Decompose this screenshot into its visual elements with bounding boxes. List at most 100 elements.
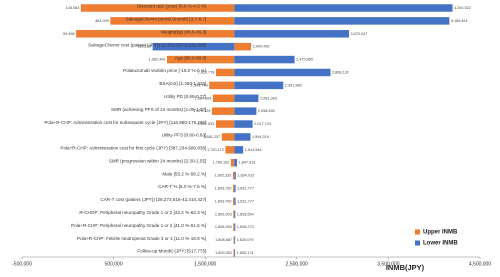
- bar: [225, 146, 235, 154]
- bar: [215, 120, 235, 128]
- x-tick-label: 4,500,000: [469, 261, 491, 267]
- value-label: 1,720,472: [207, 148, 224, 152]
- x-axis-title: INMB(JPY): [386, 263, 425, 272]
- legend-swatch: [415, 229, 420, 235]
- value-label: 2,058,630: [258, 109, 275, 113]
- value-label: 2,351,985: [285, 83, 302, 87]
- value-label: 1,914,544: [245, 148, 262, 152]
- value-label: 1,543,743: [191, 83, 208, 87]
- bar: [234, 4, 453, 12]
- bar: [233, 210, 235, 219]
- value-label: 1,617,633: [198, 122, 215, 126]
- bar: [234, 197, 236, 206]
- category-label: CAR-T % [5.0 %-7.5 %]: [158, 184, 206, 189]
- category-label: Utility PD [0.69-0.77]: [164, 94, 206, 99]
- x-tick-label: 3,500,000: [377, 261, 399, 267]
- bar: [209, 81, 235, 90]
- value-label: 2,475,895: [296, 58, 313, 62]
- bar: [233, 236, 235, 244]
- bar: [234, 55, 295, 64]
- value-label: 1,834,015: [237, 174, 254, 178]
- x-tick-label: 2,500,000: [286, 261, 308, 267]
- category-label: Age [60.0-88.0]: [175, 55, 206, 60]
- category-label: SMR (achieving PFS of 24 months) [1.09-1…: [111, 107, 206, 112]
- category-label: CAR-T cost (patient (JPY)) [28,273,618-4…: [100, 197, 206, 202]
- value-label: 1,826,079: [237, 238, 254, 242]
- value-label: 1,803,790: [215, 187, 232, 191]
- value-label: 1,826,174: [237, 251, 254, 255]
- bar: [233, 184, 235, 193]
- bar: [234, 133, 251, 141]
- value-label: 1,082,400: [149, 58, 166, 62]
- value-label: 2,017,724: [254, 122, 271, 126]
- value-label: 1,573,129: [193, 109, 210, 113]
- category-label: Pola+R-CHP: Administration cost for subs…: [44, 120, 206, 125]
- bar: [233, 223, 235, 231]
- value-label: 90,998: [63, 32, 75, 36]
- category-label: Utility PFS [0.80-0.83]: [162, 133, 207, 138]
- value-label: 1,681,237: [203, 135, 220, 139]
- category-label: Pola+R-CHP: Administration cost for firs…: [60, 146, 206, 151]
- value-label: 143,083: [66, 6, 80, 10]
- bar: [234, 17, 450, 25]
- bar: [212, 94, 235, 103]
- bar: [211, 107, 235, 115]
- category-label: BSA(m2) [1.280-1.920]: [159, 81, 206, 86]
- bar: [234, 146, 244, 154]
- category-label: SMR (progression within 24 months) [2.30…: [109, 158, 207, 163]
- bar: [234, 223, 236, 231]
- category-label: Weight(kg) [45.5-88.3]: [161, 30, 206, 35]
- value-label: 3,070,047: [351, 32, 368, 36]
- bar: [234, 30, 350, 38]
- legend-label: Lower INMB: [423, 241, 458, 247]
- bar: [234, 81, 284, 90]
- category-label: Follow-up Month(-(JPY) [517,775]: [137, 249, 206, 254]
- value-label: 1,828,654: [237, 212, 254, 216]
- bar: [234, 210, 236, 219]
- value-label: 1,809,392: [215, 251, 232, 255]
- value-label: 2,081,363: [260, 96, 277, 100]
- x-tick-label: 500,000: [105, 261, 123, 267]
- legend-swatch: [415, 240, 420, 246]
- category-label: SalvageChemo cost (patient (JPY)) [2,353…: [88, 42, 206, 47]
- value-label: 1,617,778: [198, 70, 215, 74]
- category-label: Polatuzumab vedotin price [-15.0 %-0 %]: [123, 68, 206, 73]
- value-label: 1,831,777: [237, 187, 254, 191]
- bar: [230, 158, 235, 167]
- value-label: 1,828,273: [237, 225, 254, 229]
- bar: [234, 249, 236, 257]
- bar: [232, 171, 235, 180]
- category-label: Male [55.2 %-58.2 %]: [162, 171, 206, 176]
- bar: [234, 236, 236, 244]
- bar: [234, 171, 236, 180]
- value-label: 464,093: [95, 19, 109, 23]
- x-tick-label: 1,500,000: [194, 261, 216, 267]
- bar: [76, 30, 235, 38]
- value-label: 1,831,777: [237, 199, 254, 203]
- value-label: 1,584,164: [195, 96, 212, 100]
- value-label: 2,000,426: [253, 45, 270, 49]
- bar: [233, 249, 235, 257]
- category-label: R-CHOP: Peripheral neuropathy Grade 1 or…: [79, 210, 206, 215]
- bar: [80, 4, 235, 12]
- legend-label: Upper INMB: [423, 230, 458, 236]
- bar: [234, 42, 252, 51]
- value-label: 1,802,332: [214, 174, 231, 178]
- bar: [234, 68, 331, 77]
- bar: [221, 133, 235, 141]
- value-label: 1,847,613: [239, 161, 256, 165]
- value-label: 1,994,319: [252, 135, 269, 139]
- value-label: 1,805,903: [215, 212, 232, 216]
- bar: [215, 68, 235, 77]
- category-label: Pola+R-CHP: Febrile neutropenia Grade 3 …: [77, 236, 206, 241]
- bar: [233, 197, 235, 206]
- category-label: SalvageChemo period (month) [3.7-8.7]: [126, 17, 207, 22]
- value-label: 1,803,790: [215, 199, 232, 203]
- value-label: 4,165,461: [451, 19, 468, 23]
- value-label: 1,808,887: [215, 238, 232, 242]
- bar: [152, 42, 235, 51]
- value-label: 1,806,283: [215, 225, 232, 229]
- x-tick-label: -500,000: [12, 261, 32, 267]
